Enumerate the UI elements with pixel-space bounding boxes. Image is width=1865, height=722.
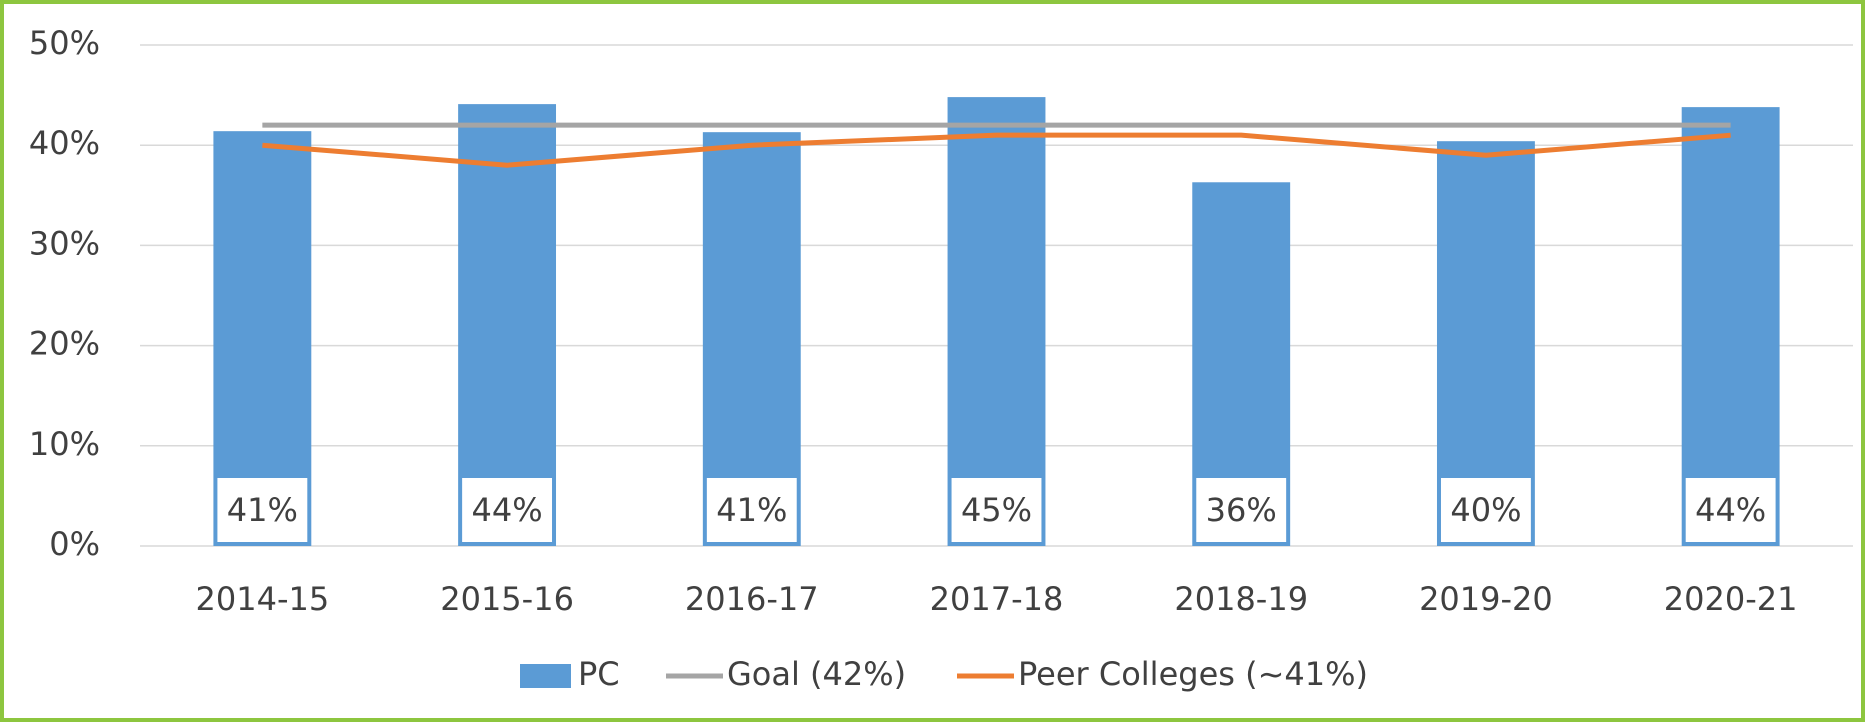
data-label-box bbox=[1685, 478, 1776, 542]
data-label: 36% bbox=[1206, 491, 1277, 529]
data-label-box bbox=[1440, 478, 1531, 542]
y-tick-label: 10% bbox=[29, 425, 100, 463]
x-tick-label: 2014-15 bbox=[196, 580, 330, 618]
y-tick-label: 30% bbox=[29, 224, 100, 262]
x-tick-label: 2019-20 bbox=[1419, 580, 1553, 618]
data-label: 45% bbox=[961, 491, 1032, 529]
legend-swatch bbox=[520, 664, 571, 688]
legend-label: PC bbox=[578, 655, 620, 693]
bar bbox=[213, 131, 312, 546]
y-tick-label: 0% bbox=[49, 525, 100, 563]
line bbox=[262, 132, 1731, 168]
data-label: 44% bbox=[472, 491, 543, 529]
y-tick-label: 20% bbox=[29, 325, 100, 363]
bar bbox=[947, 97, 1046, 546]
bar bbox=[702, 132, 801, 546]
x-tick-label: 2017-18 bbox=[930, 580, 1064, 618]
data-label: 40% bbox=[1450, 491, 1521, 529]
data-label-box bbox=[462, 478, 553, 542]
data-label: 44% bbox=[1695, 491, 1766, 529]
x-tick-label: 2015-16 bbox=[440, 580, 574, 618]
x-tick-label: 2020-21 bbox=[1664, 580, 1798, 618]
data-label-box bbox=[951, 478, 1042, 542]
x-tick-label: 2018-19 bbox=[1174, 580, 1308, 618]
y-tick-label: 40% bbox=[29, 124, 100, 162]
data-label-box bbox=[217, 478, 308, 542]
x-tick-label: 2016-17 bbox=[685, 580, 819, 618]
data-label: 41% bbox=[716, 491, 787, 529]
bar bbox=[1681, 107, 1780, 547]
legend-label: Goal (42%) bbox=[727, 655, 906, 693]
data-label-box bbox=[706, 478, 797, 542]
bar bbox=[458, 104, 557, 547]
legend-label: Peer Colleges (~41%) bbox=[1018, 655, 1368, 693]
y-tick-label: 50% bbox=[29, 24, 100, 62]
data-label-box bbox=[1196, 478, 1287, 542]
data-label: 41% bbox=[227, 491, 298, 529]
